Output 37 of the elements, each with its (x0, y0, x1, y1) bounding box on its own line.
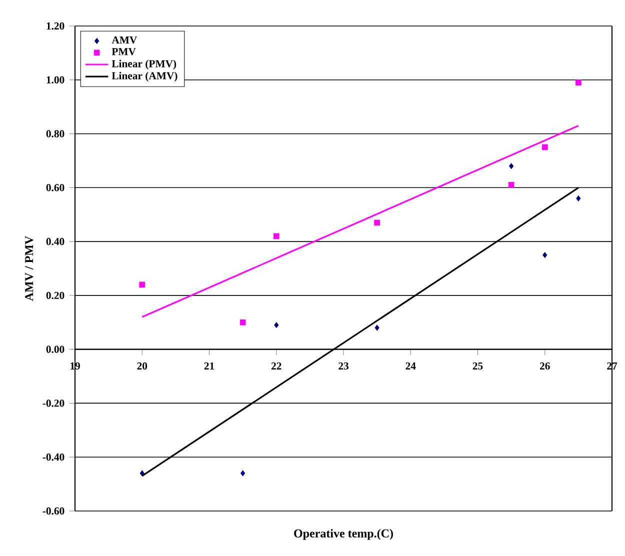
legend-label: Linear (AMV) (112, 72, 178, 82)
point (273, 233, 280, 240)
y-tick-label: 0.60 (46, 184, 64, 192)
point (575, 80, 582, 86)
y-tick-label: 0.20 (46, 292, 64, 300)
point (542, 144, 548, 150)
point (140, 470, 144, 476)
legend-label: PMV (112, 48, 136, 56)
y-tick-label: 0.80 (46, 130, 64, 138)
point (274, 322, 279, 328)
point (542, 252, 548, 258)
x-tick-label: 20 (137, 362, 148, 370)
x-tick-label: 25 (472, 362, 483, 370)
point (240, 319, 246, 326)
point (508, 182, 514, 188)
x-tick-label: 26 (540, 362, 550, 370)
x-tick-label: 23 (338, 362, 348, 370)
x-tick-label: 24 (406, 362, 416, 370)
x-axis-title: Operative temp.(C) (294, 529, 393, 540)
y-axis-title: AMV / PMV (25, 236, 34, 302)
y-tick-label: -0.40 (42, 453, 64, 461)
point (509, 163, 514, 170)
x-tick-label: 21 (204, 362, 214, 370)
y-tick-label: 0.00 (46, 346, 64, 353)
point (139, 282, 146, 288)
y-tick-label: 1.20 (46, 22, 64, 30)
point (240, 470, 246, 476)
y-tick-label: -0.20 (42, 400, 64, 407)
y-tick-label: -0.60 (42, 507, 64, 515)
legend-label: Linear (PMV) (112, 60, 176, 70)
legend-label: AMV (112, 36, 138, 44)
y-tick-label: 1.00 (46, 76, 64, 84)
point (374, 220, 380, 226)
point (576, 196, 581, 202)
y-tick-label: 0.40 (46, 238, 64, 246)
point (374, 324, 380, 331)
x-tick-label: 22 (271, 362, 282, 370)
